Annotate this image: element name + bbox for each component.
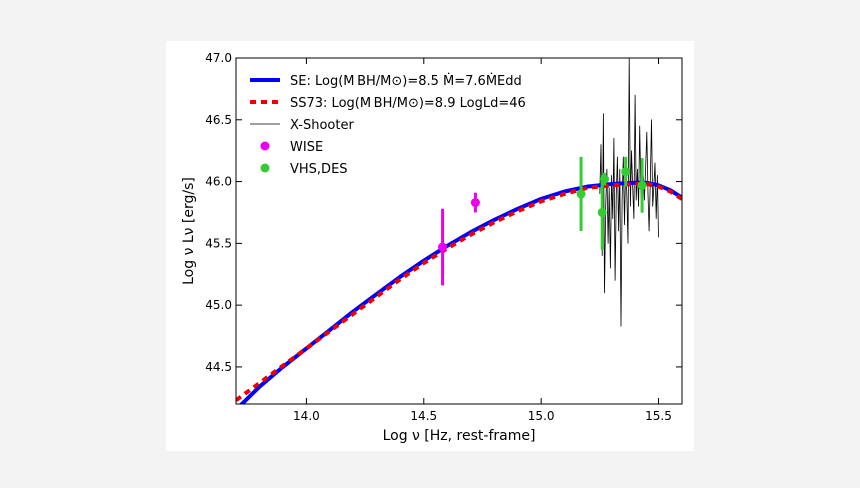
data-point-1-0 [576, 189, 586, 199]
y-axis: 44.5 45.0 45.5 46.0 46.5 47.0 [205, 51, 682, 374]
x-axis-label: Log ν [Hz, rest-frame] [383, 428, 536, 444]
legend-label-4: VHS,DES [290, 162, 348, 177]
legend-swatch-3 [260, 141, 270, 151]
legend-swatch-4 [260, 163, 270, 173]
data-point-1-3 [621, 167, 631, 177]
x-tick-label-0: 14.0 [293, 409, 320, 423]
series-line-2 [599, 58, 659, 327]
x-tick-label-3: 15.5 [645, 409, 672, 423]
data-point-0-1 [470, 198, 480, 208]
x-tick-label-1: 14.5 [410, 409, 437, 423]
figure-panel [166, 41, 694, 451]
legend-label-1: SS73: Log(M BH/M⊙)=8.9 LogLd=46 [290, 96, 526, 111]
points-layer [438, 156, 647, 286]
data-point-1-2 [600, 174, 610, 184]
x-axis: 14.0 14.5 15.0 15.5 [293, 58, 672, 423]
legend-label-0: SE: Log(M BH/M⊙)=8.5 Ṁ=7.6ṀEdd [290, 73, 522, 89]
y-tick-label-4: 46.5 [205, 113, 232, 127]
legend-label-2: X-Shooter [290, 118, 354, 133]
data-point-1-1 [597, 207, 607, 217]
data-point-0-0 [438, 242, 448, 252]
legend: SE: Log(M BH/M⊙)=8.5 Ṁ=7.6ṀEdd SS73: Log(… [250, 73, 526, 177]
y-axis-label: Log ν Lν [erg/s] [181, 177, 197, 285]
y-tick-label-1: 45.0 [205, 298, 232, 312]
plot-area [235, 57, 683, 405]
legend-label-3: WISE [290, 140, 323, 155]
data-point-1-4 [637, 180, 647, 190]
x-tick-label-2: 15.0 [528, 409, 555, 423]
y-tick-label-0: 44.5 [205, 360, 232, 374]
y-tick-label-5: 47.0 [205, 51, 232, 65]
y-tick-label-2: 45.5 [205, 236, 232, 250]
y-tick-label-3: 46.0 [205, 175, 232, 189]
